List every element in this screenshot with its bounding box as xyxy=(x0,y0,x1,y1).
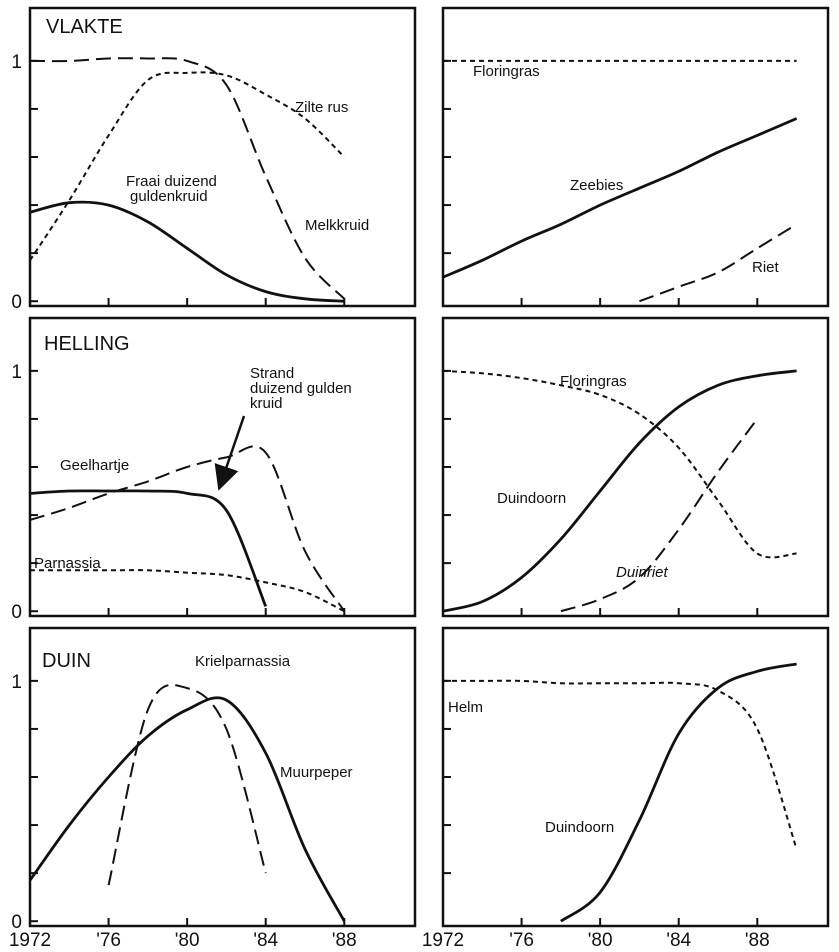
x-tick-label: '80 xyxy=(588,930,613,951)
y-tick-label: 1 xyxy=(11,52,22,73)
panel-title: VLAKTE xyxy=(46,16,123,38)
series-label: Riet xyxy=(752,259,780,276)
series-line xyxy=(30,569,345,613)
series-label: Duinriet xyxy=(616,564,669,581)
series-label: Duindoorn xyxy=(497,490,566,507)
x-tick-label: '76 xyxy=(96,930,121,951)
series-line xyxy=(29,57,346,300)
series-label-line: kruid xyxy=(250,395,283,412)
y-tick-label: 1 xyxy=(11,672,22,693)
series-label-line: guldenkruid xyxy=(130,188,208,205)
series-line xyxy=(639,223,798,303)
panel-frame xyxy=(28,6,417,308)
series-label: Helm xyxy=(448,699,483,716)
series-label: Geelhartje xyxy=(60,457,129,474)
series-label-line: Fraai duizend xyxy=(126,173,217,190)
series-label: Zilte rus xyxy=(295,99,348,116)
y-tick-label: 0 xyxy=(11,912,22,933)
y-tick-label: 0 xyxy=(11,602,22,623)
series-label: Zeebies xyxy=(570,177,623,194)
arrow xyxy=(214,415,246,491)
series-label: Parnassia xyxy=(34,555,101,572)
series-label: Duindoorn xyxy=(545,819,614,836)
series-label: Floringras xyxy=(560,373,627,390)
x-tick-label: 1972 xyxy=(422,930,464,951)
series-line xyxy=(443,679,798,850)
panel-frame xyxy=(441,626,830,928)
series-label-line: Strand xyxy=(250,365,294,382)
series-line xyxy=(560,418,759,613)
x-tick-label: '80 xyxy=(175,930,200,951)
panel-frame xyxy=(28,626,417,928)
x-tick-label: '84 xyxy=(666,930,691,951)
x-tick-label: '84 xyxy=(253,930,278,951)
series-label: Floringras xyxy=(473,63,540,80)
x-tick-label: '76 xyxy=(509,930,534,951)
series-label: Strand duizend gulden kruid xyxy=(250,365,352,412)
series-line xyxy=(107,683,267,886)
series-label-line: duizend gulden xyxy=(250,380,352,397)
series-line xyxy=(442,117,798,279)
series-line xyxy=(29,489,267,607)
x-tick-label: 1972 xyxy=(9,930,51,951)
series-line xyxy=(28,696,346,922)
series-line xyxy=(442,369,797,613)
series-line xyxy=(29,71,345,261)
y-tick-label: 1 xyxy=(11,362,22,383)
series-line xyxy=(29,200,345,303)
series-line xyxy=(29,445,346,612)
panel-title: DUIN xyxy=(42,650,91,672)
x-tick-label: '88 xyxy=(332,930,357,951)
x-tick-label: '88 xyxy=(745,930,770,951)
series-line xyxy=(560,662,797,923)
series-label: Muurpeper xyxy=(280,764,353,781)
series-label: Fraai duizend guldenkruid xyxy=(126,173,217,205)
y-tick-label: 0 xyxy=(11,292,22,313)
series-label: Krielparnassia xyxy=(195,653,291,670)
panel-title: HELLING xyxy=(44,333,130,355)
series-label: Melkkruid xyxy=(305,217,369,234)
